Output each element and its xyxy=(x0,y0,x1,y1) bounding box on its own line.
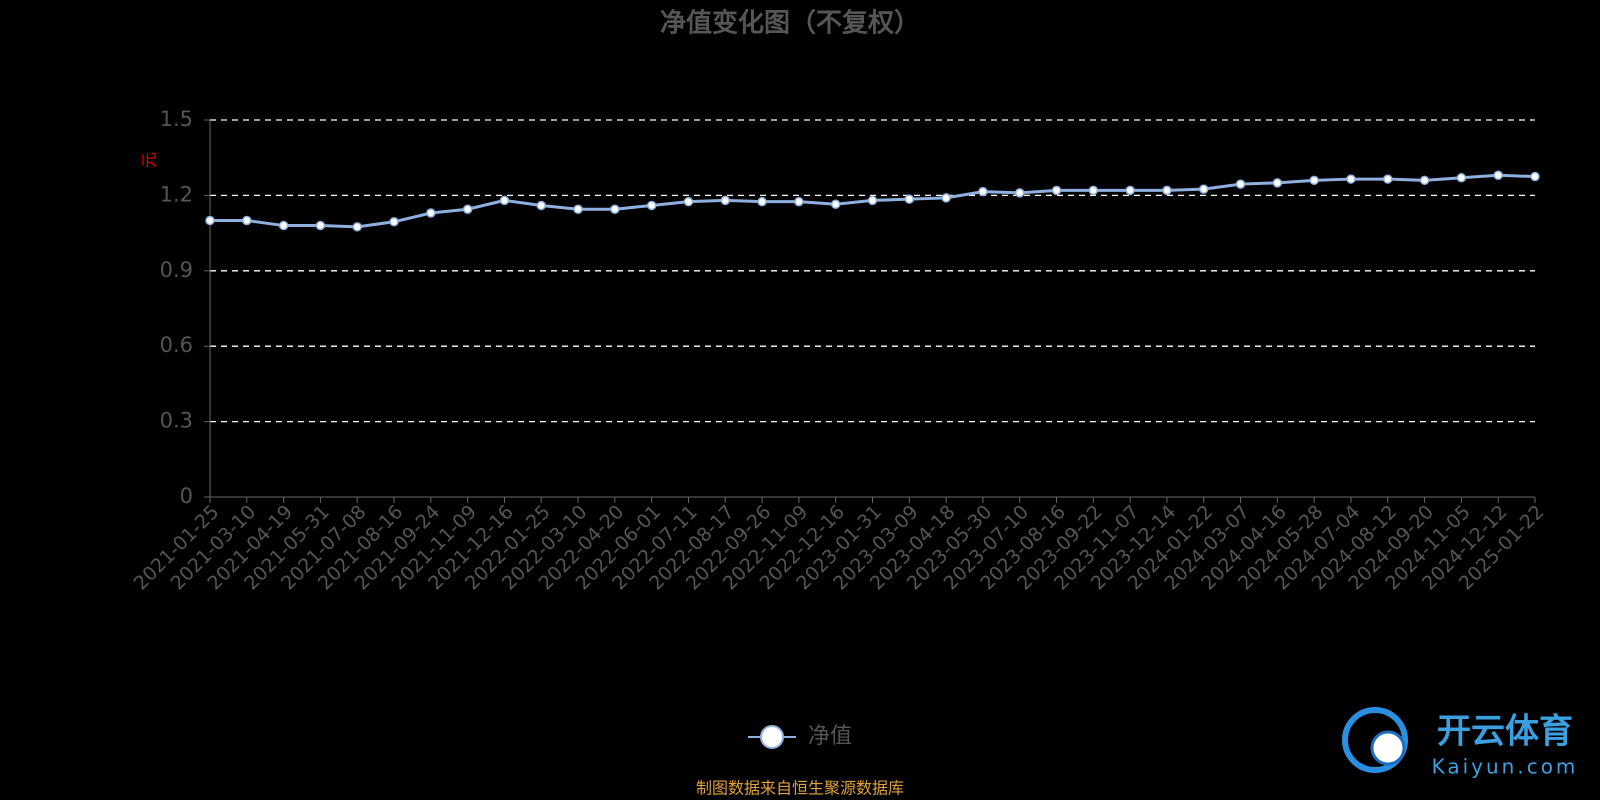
point-marker xyxy=(1235,179,1246,189)
point-marker xyxy=(978,186,988,197)
y-tick-label: 0 xyxy=(180,484,193,508)
point-marker xyxy=(1014,188,1025,198)
point-marker xyxy=(205,215,215,226)
point-marker xyxy=(1272,178,1283,188)
point-marker xyxy=(904,194,915,204)
point-marker xyxy=(1383,174,1393,184)
point-marker xyxy=(1162,185,1172,196)
point-marker xyxy=(720,195,731,206)
point-marker xyxy=(1309,175,1319,186)
point-marker xyxy=(683,196,694,207)
point-marker xyxy=(757,196,767,207)
point-marker xyxy=(462,204,473,214)
point-marker xyxy=(1456,173,1467,183)
point-marker xyxy=(941,193,951,203)
point-marker xyxy=(867,195,878,206)
point-marker xyxy=(499,195,510,206)
point-marker xyxy=(1419,175,1430,186)
point-marker xyxy=(536,200,546,211)
point-marker xyxy=(646,200,657,211)
point-marker xyxy=(1346,174,1356,184)
y-tick-label: 1.5 xyxy=(160,107,193,131)
point-marker xyxy=(242,215,252,226)
watermark-site: Kaiyun.com xyxy=(1432,755,1579,779)
point-marker xyxy=(1530,171,1540,182)
logo-ring xyxy=(1342,707,1408,773)
point-marker xyxy=(1125,185,1135,196)
point-marker xyxy=(830,199,841,209)
point-marker xyxy=(573,204,583,214)
y-tick-label: 0.3 xyxy=(160,409,193,433)
source-note: 制图数据来自恒生聚源数据库 xyxy=(696,779,904,798)
point-marker xyxy=(610,204,620,214)
point-marker xyxy=(278,220,289,231)
y-tick-label: 1.2 xyxy=(160,182,193,206)
watermark-brand: 开云体育 xyxy=(1437,712,1573,752)
y-tick-label: 0.6 xyxy=(160,333,193,357)
watermark: 开云体育 Kaiyun.com xyxy=(1342,707,1579,779)
point-marker xyxy=(389,217,399,227)
point-marker xyxy=(426,208,436,218)
chart-title: 净值变化图（不复权） xyxy=(660,8,920,39)
legend-marker xyxy=(760,725,784,749)
point-marker xyxy=(1088,185,1099,196)
point-marker xyxy=(1493,170,1503,181)
point-marker xyxy=(315,220,326,231)
point-marker xyxy=(352,222,362,232)
point-marker xyxy=(1199,184,1209,194)
y-axis-label: 元 xyxy=(140,152,159,168)
logo-ball xyxy=(1370,730,1406,766)
point-marker xyxy=(1051,185,1062,196)
point-marker xyxy=(794,196,804,207)
y-tick-label: 0.9 xyxy=(160,258,193,282)
legend-label: 净值 xyxy=(808,724,852,749)
